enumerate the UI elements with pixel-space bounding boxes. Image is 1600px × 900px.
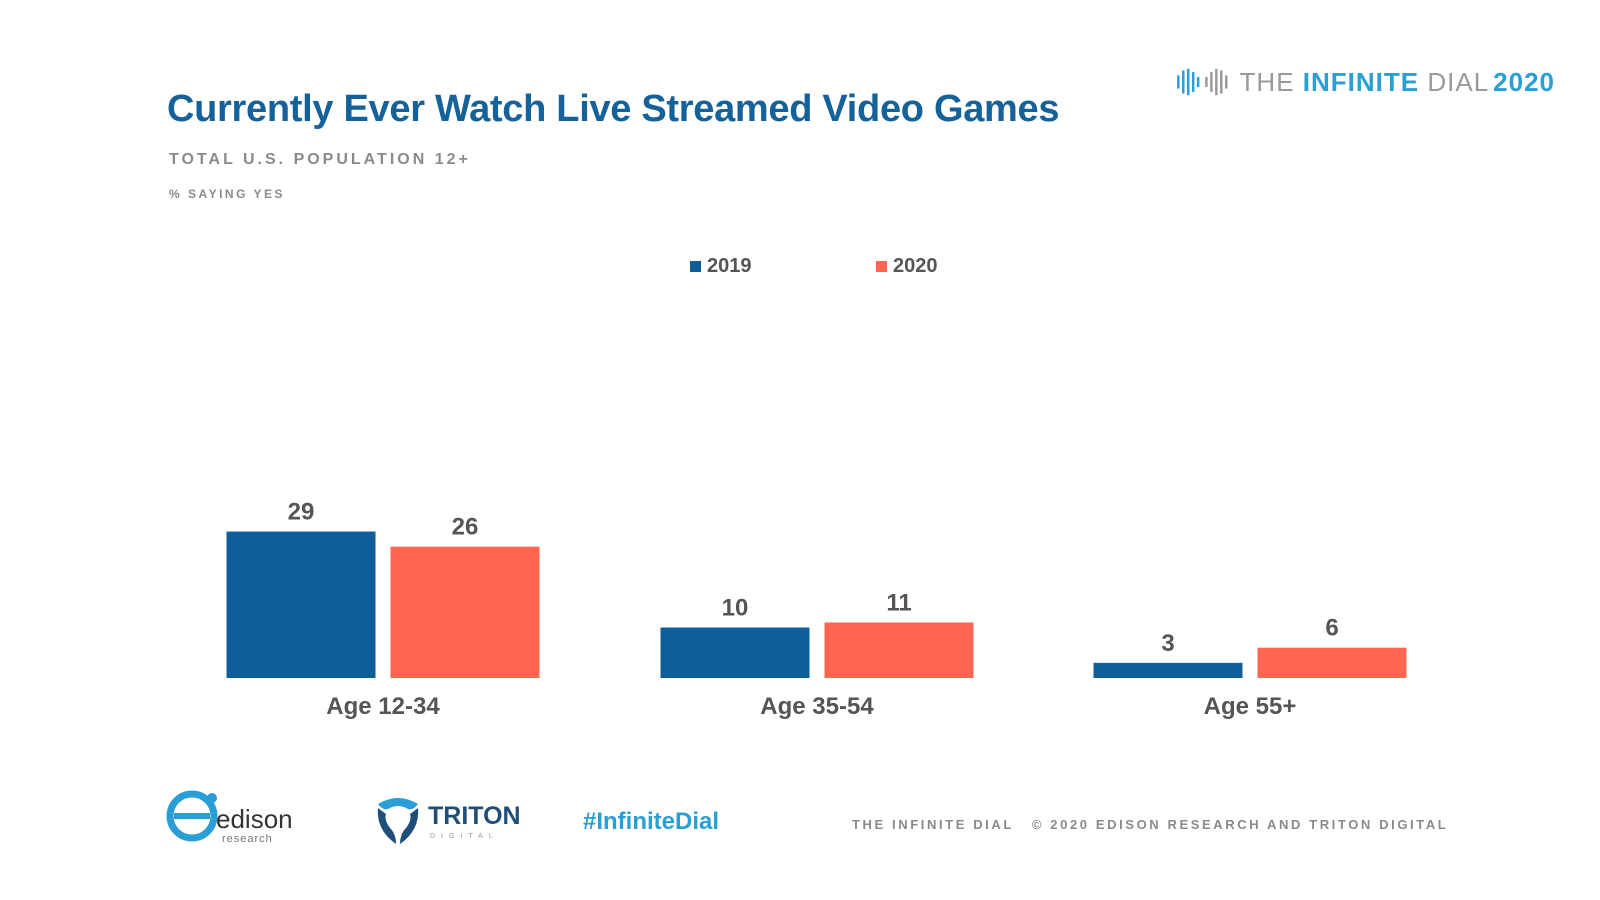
edison-wordmark: edison: [216, 804, 293, 834]
bar-2019-age-35-54: [660, 627, 810, 678]
category-label-age-35-54: Age 35-54: [760, 693, 874, 720]
infinite-dial-logo-icon: [1177, 68, 1228, 96]
category-label-age-12-34: Age 12-34: [326, 693, 440, 720]
legend-item-2020: 2020: [876, 255, 938, 278]
bar-2020-age-12-34: [390, 546, 540, 678]
legend-label-2019: 2019: [707, 255, 752, 277]
bar-2019-age-12-34: [226, 531, 376, 678]
legend-label-2020: 2020: [893, 255, 938, 277]
edison-research-logo: edison research: [166, 790, 293, 845]
data-label-2019-age-12-34: 29: [288, 499, 315, 526]
bar-2020-age-35-54: [824, 622, 974, 678]
infinite-dial-brand: THE INFINITE DIAL 2020: [1175, 60, 1555, 104]
legend-swatch-2020: [876, 261, 887, 272]
triton-digital-logo: TRITON DIGITAL: [377, 798, 521, 844]
triton-sub: DIGITAL: [430, 833, 499, 840]
data-label-2019-age-35-54: 10: [722, 595, 749, 622]
copyright-right: © 2020 EDISON RESEARCH AND TRITON DIGITA…: [1031, 817, 1449, 832]
legend-item-2019: 2019: [690, 255, 752, 278]
bar-2019-age-55-: [1093, 662, 1243, 678]
data-label-2020-age-12-34: 26: [452, 514, 479, 541]
data-label-2019-age-55-: 3: [1161, 630, 1174, 657]
data-label-2020-age-55-: 6: [1325, 615, 1338, 642]
hashtag-link[interactable]: #InfiniteDial: [583, 808, 720, 835]
edison-logo-icon: [166, 790, 218, 842]
copyright-line: THE INFINITE DIAL © 2020 EDISON RESEARCH …: [852, 817, 1466, 832]
legend-swatch-2019: [690, 261, 701, 272]
data-label-2020-age-35-54: 11: [886, 589, 911, 616]
triton-wordmark: TRITON: [428, 802, 521, 830]
triton-logo-icon: [377, 798, 419, 844]
bar-2020-age-55-: [1257, 647, 1407, 678]
measure-note: % SAYING YES: [169, 187, 286, 201]
edison-sub: research: [222, 833, 273, 845]
brand-wordmark: THE INFINITE DIAL 2020: [1239, 66, 1555, 97]
page-title: Currently Ever Watch Live Streamed Video…: [167, 88, 1060, 130]
population-subtitle: TOTAL U.S. POPULATION 12+: [169, 151, 471, 168]
category-label-age-55-: Age 55+: [1204, 693, 1297, 720]
copyright-left: THE INFINITE DIAL: [852, 817, 1014, 832]
